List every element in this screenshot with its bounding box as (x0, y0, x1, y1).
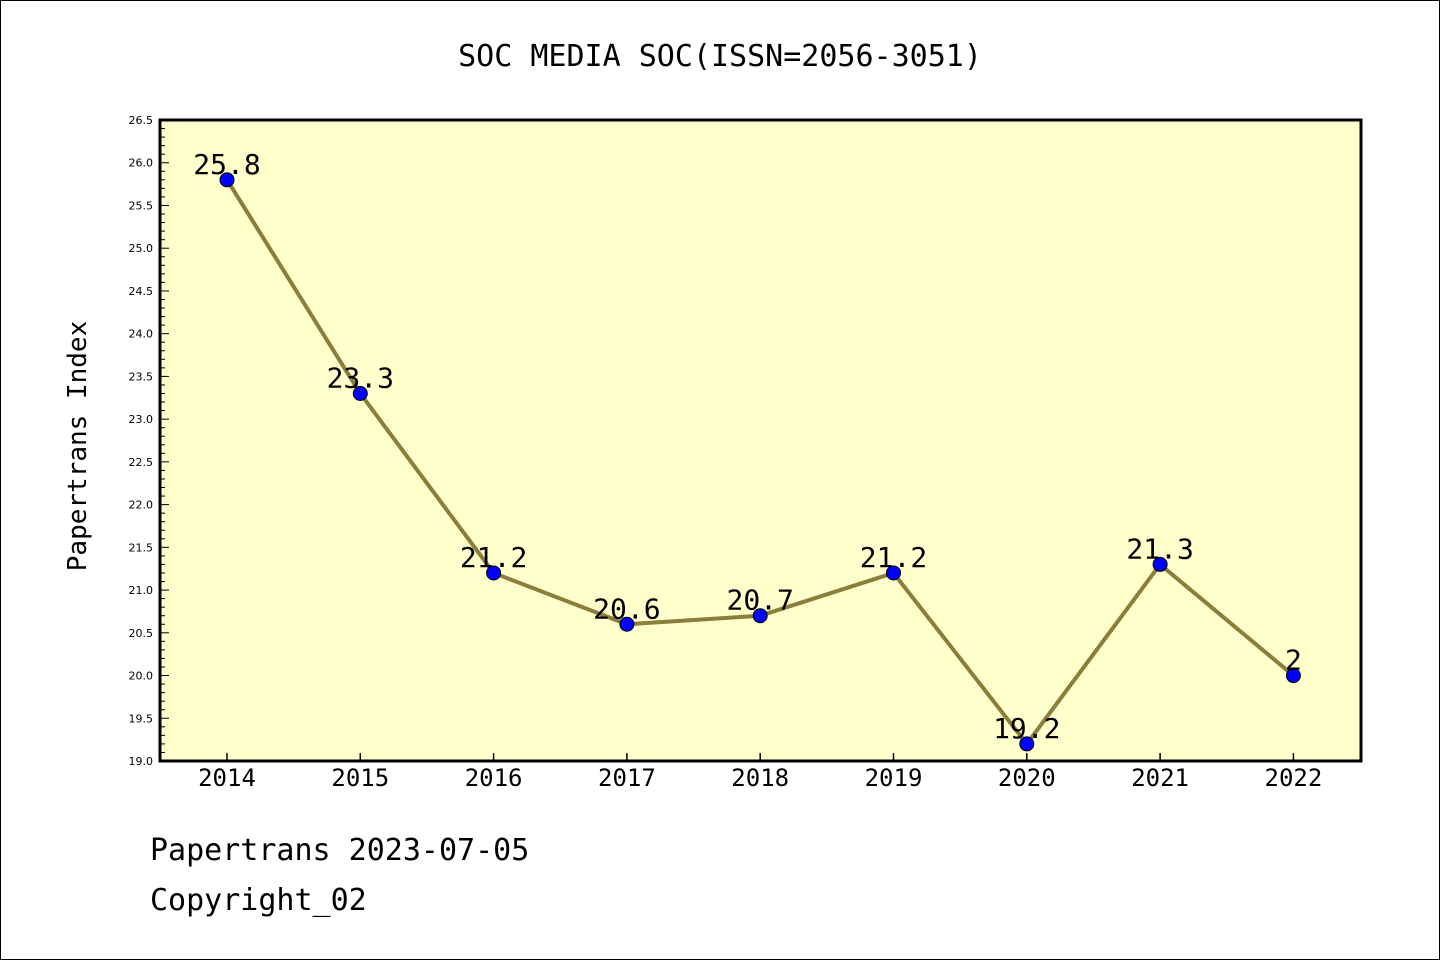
data-label: 2 (1285, 644, 1302, 677)
y-tick-label: 20.5 (129, 627, 154, 640)
data-label: 19.2 (993, 712, 1060, 745)
x-axis: 2014 2015 2016 2017 2018 2019 2020 2021 2022 (198, 753, 1322, 792)
x-tick-label: 2019 (865, 764, 923, 792)
y-tick-label: 26.0 (129, 157, 154, 170)
footer-date: Papertrans 2023-07-05 (150, 833, 530, 868)
data-label: 21.3 (1126, 532, 1193, 565)
y-tick-label: 19.5 (129, 712, 154, 725)
y-tick-label: 23.5 (129, 370, 154, 383)
data-point (486, 565, 502, 581)
data-point (1152, 556, 1168, 572)
y-tick-label: 21.5 (129, 541, 154, 554)
data-label: 20.6 (593, 592, 660, 625)
y-tick-label: 19.0 (129, 755, 154, 768)
y-tick-label: 26.5 (129, 114, 154, 127)
y-tick-label: 23.0 (129, 413, 154, 426)
data-point (1285, 668, 1301, 684)
x-tick-label: 2014 (198, 764, 256, 792)
data-point (886, 565, 901, 581)
y-tick-label: 22.5 (129, 456, 154, 469)
chart-title: SOC MEDIA SOC(ISSN=2056-3051) (458, 39, 982, 74)
data-point (619, 616, 635, 632)
data-label: 21.2 (460, 541, 527, 574)
y-tick-label: 24.5 (129, 285, 154, 298)
data-point (352, 385, 368, 401)
y-tick-label: 22.0 (129, 499, 154, 512)
data-point (219, 172, 235, 188)
y-axis-label: Papertrans Index (63, 321, 93, 571)
x-tick-label: 2020 (998, 764, 1056, 792)
data-point (752, 608, 768, 624)
y-axis: 19.0 19.5 20.0 20.5 21.0 21.5 22.0 22.5 23.0 23.5… (129, 114, 169, 768)
x-tick-label: 2022 (1265, 764, 1323, 792)
data-labels: 25.8 23.3 21.2 20.6 20.7 21.2 19.2 21.3 2 (193, 148, 1302, 745)
y-tick-label: 21.0 (129, 584, 154, 597)
x-tick-label: 2018 (731, 764, 789, 792)
y-tick-label: 24.0 (129, 328, 154, 341)
y-tick-label: 25.0 (129, 242, 154, 255)
data-label: 21.2 (860, 541, 927, 574)
footer-copyright: Copyright_02 (150, 883, 367, 918)
y-tick-label: 25.5 (129, 199, 154, 212)
data-label: 20.7 (726, 584, 793, 617)
x-tick-label: 2015 (331, 764, 389, 792)
data-label: 25.8 (193, 148, 260, 181)
data-points (219, 172, 1301, 752)
x-tick-label: 2021 (1131, 764, 1189, 792)
data-label: 23.3 (327, 361, 394, 394)
x-tick-label: 2017 (598, 764, 656, 792)
data-point (1019, 736, 1035, 752)
plot-area (158, 118, 1363, 763)
y-tick-label: 20.0 (129, 670, 154, 683)
x-tick-label: 2016 (465, 764, 523, 792)
